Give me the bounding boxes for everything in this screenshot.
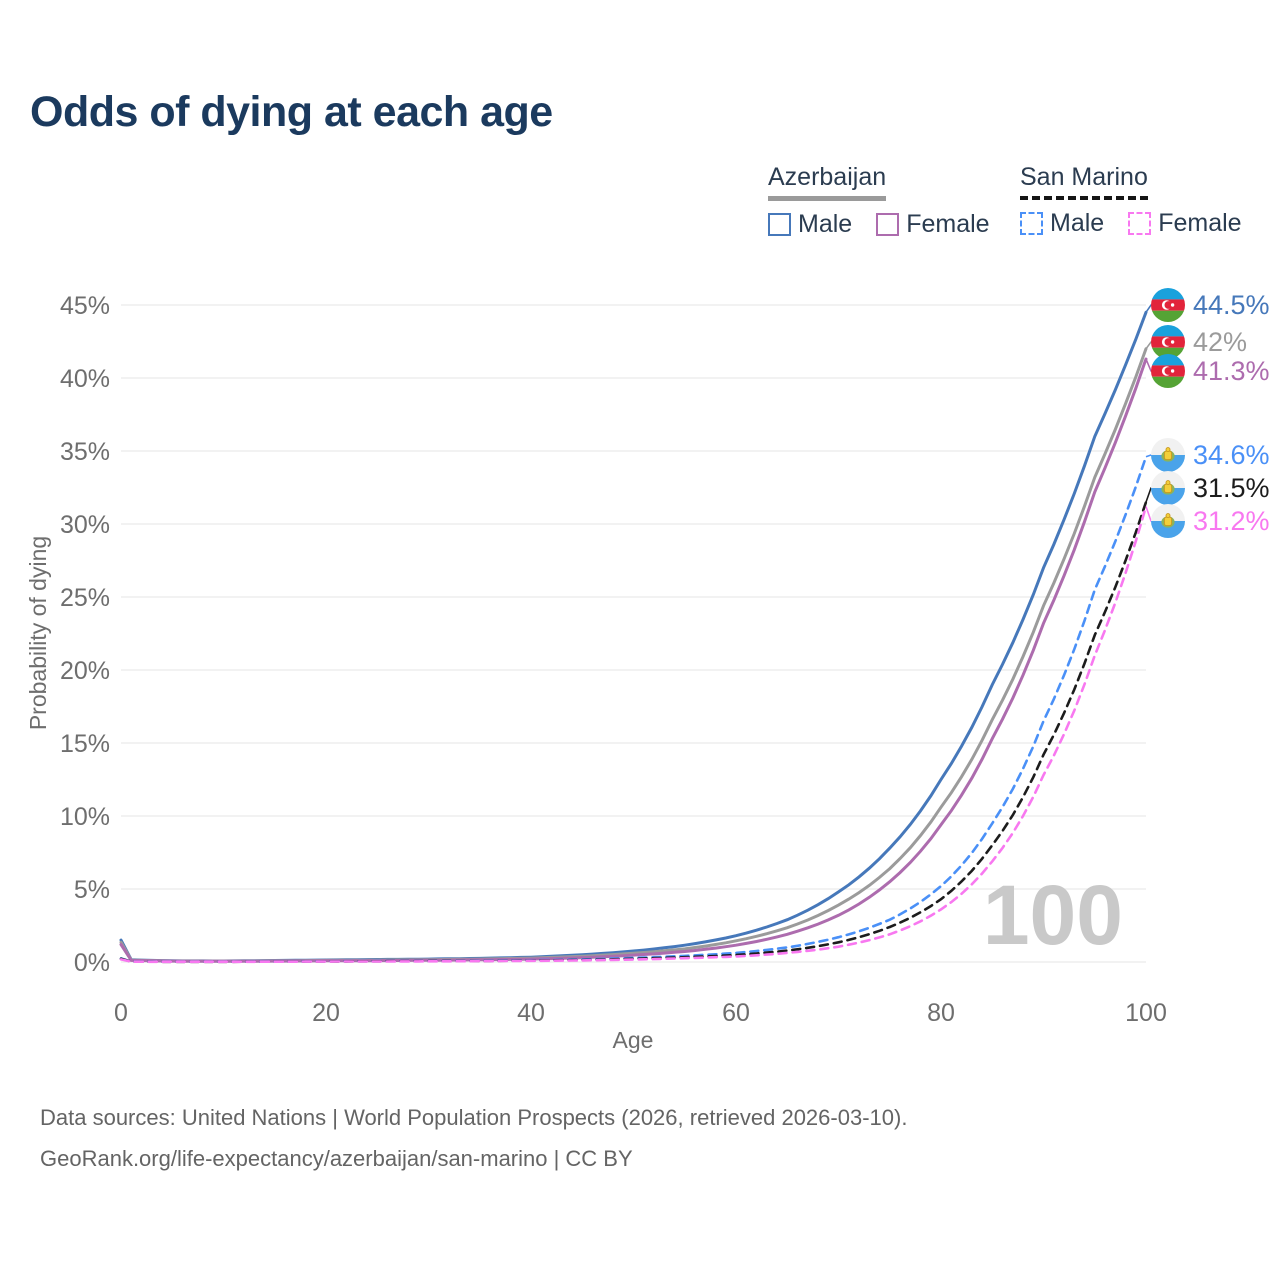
legend-row-san-marino: Male Female: [1020, 209, 1242, 238]
x-tick-label: 80: [927, 999, 955, 1027]
age-watermark: 100: [983, 868, 1123, 962]
legend-item-san-marino-female[interactable]: Female: [1128, 209, 1242, 238]
legend-group-azerbaijan: Azerbaijan Male Female: [768, 163, 990, 239]
y-tick-label: 40%: [60, 365, 110, 393]
x-tick-label: 100: [1125, 999, 1167, 1027]
x-tick-label: 40: [517, 999, 545, 1027]
x-axis-title: Age: [613, 1027, 654, 1053]
end-label-value: 41.3%: [1193, 355, 1270, 386]
azerbaijan-male-swatch-icon: [768, 213, 791, 236]
data-sources-line: Data sources: United Nations | World Pop…: [40, 1105, 908, 1130]
y-tick-label: 10%: [60, 803, 110, 831]
end-label-azerbaijan-male: 44.5%: [1151, 288, 1270, 322]
end-label-value: 31.2%: [1193, 505, 1270, 536]
legend-item-azerbaijan-female[interactable]: Female: [876, 210, 990, 239]
y-tick-label: 5%: [74, 876, 110, 904]
series-lines: [119, 310, 1148, 964]
end-label-value: 44.5%: [1193, 289, 1270, 320]
end-label-san-marino-female: 31.2%: [1151, 504, 1270, 538]
y-tick-label: 25%: [60, 584, 110, 612]
azerbaijan-female-swatch-icon: [876, 213, 900, 236]
gridlines: [121, 304, 1146, 963]
y-tick-label: 20%: [60, 657, 110, 685]
x-tick-label: 20: [312, 999, 340, 1027]
legend-item-san-marino-male[interactable]: Male: [1020, 209, 1104, 238]
series-line-azerbaijan-male: [119, 310, 1148, 963]
legend-label-female: Female: [906, 210, 990, 238]
chart-title: Odds of dying at each age: [30, 88, 553, 136]
axis-tick-labels: 0% 5% 10% 15% 20% 25% 30% 35% 40% 45% 0 20 40 60 80 100: [60, 292, 1167, 1027]
legend-label-male: Male: [798, 210, 853, 238]
series-line-san-marino-female: [119, 505, 1148, 964]
end-label-value: 34.6%: [1193, 439, 1270, 470]
san-marino-flag-icon: [1151, 504, 1185, 538]
legend-country-san-marino[interactable]: San Marino: [1020, 163, 1148, 200]
legend-row-azerbaijan: Male Female: [768, 210, 990, 239]
x-tick-label: 60: [722, 999, 750, 1027]
y-axis-title: Probability of dying: [25, 536, 51, 730]
legend-item-azerbaijan-male[interactable]: Male: [768, 210, 852, 239]
footer: Data sources: United Nations | World Pop…: [40, 1097, 907, 1179]
legend-label-female: Female: [1158, 209, 1242, 237]
y-tick-label: 45%: [60, 292, 110, 320]
san-marino-male-swatch-icon: [1020, 212, 1043, 235]
end-label-azerbaijan-female: 41.3%: [1151, 354, 1270, 388]
legend-country-azerbaijan[interactable]: Azerbaijan: [768, 163, 887, 201]
end-label-value: 42%: [1193, 326, 1248, 357]
end-label-azerbaijan-both: 42%: [1151, 325, 1247, 359]
azerbaijan-flag-icon: [1151, 288, 1185, 322]
attribution-line: GeoRank.org/life-expectancy/azerbaijan/s…: [40, 1146, 633, 1171]
x-tick-label: 0: [114, 999, 128, 1027]
y-tick-label: 0%: [74, 949, 110, 977]
end-label-san-marino-both: 31.5%: [1151, 471, 1270, 505]
legend-label-male: Male: [1050, 209, 1105, 237]
azerbaijan-flag-icon: [1151, 354, 1185, 388]
legend-group-san-marino: San Marino Male Female: [1020, 163, 1242, 238]
end-label-value: 31.5%: [1193, 472, 1270, 503]
y-tick-label: 30%: [60, 511, 110, 539]
end-label-san-marino-male: 34.6%: [1151, 438, 1270, 472]
y-tick-label: 15%: [60, 730, 110, 758]
san-marino-flag-icon: [1151, 471, 1185, 505]
san-marino-flag-icon: [1151, 438, 1185, 472]
y-tick-label: 35%: [60, 438, 110, 466]
san-marino-female-swatch-icon: [1128, 212, 1152, 235]
